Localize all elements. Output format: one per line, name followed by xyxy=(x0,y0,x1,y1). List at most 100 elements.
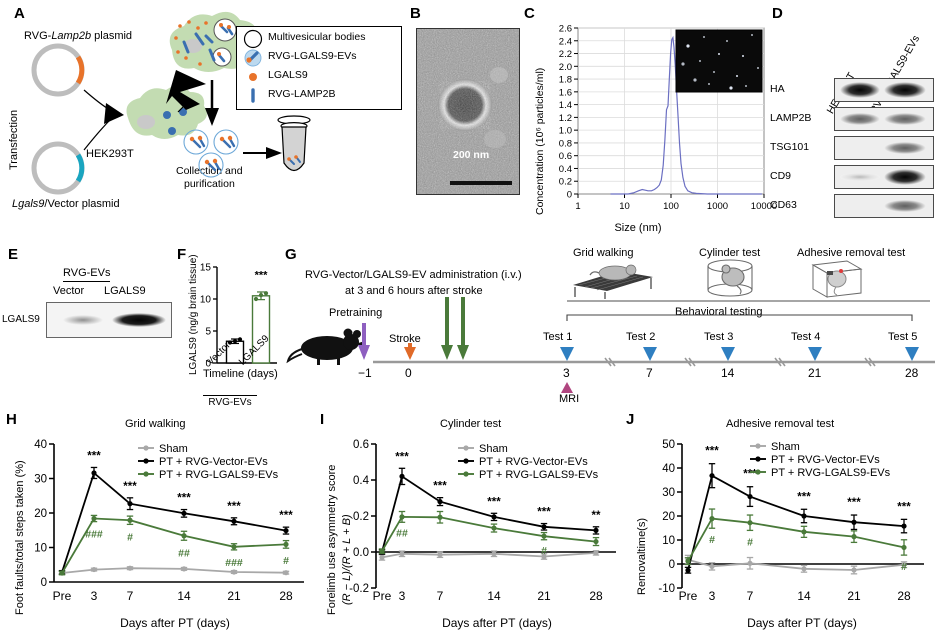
panel-j-xlabel: Days after PT (days) xyxy=(747,616,857,630)
panel-e: E RVG-EVs Vector LGALS9 LGALS9 xyxy=(0,245,175,410)
svg-text:7: 7 xyxy=(127,589,134,603)
data-point xyxy=(593,538,599,545)
data-point xyxy=(541,524,547,530)
tem-image: 200 nm xyxy=(416,28,520,195)
svg-text:28: 28 xyxy=(279,589,293,603)
data-point xyxy=(379,554,385,560)
svg-text:1000: 1000 xyxy=(707,201,728,212)
svg-text:Pre: Pre xyxy=(373,589,392,603)
lane-label-rvg-lgals9-evs: RVG-LGALS9-EVs xyxy=(867,33,923,117)
svg-text:***: *** xyxy=(177,493,191,505)
svg-text:0: 0 xyxy=(41,577,47,589)
panel-c: C Concentration (10⁶ particles/ml) 0 0.2 0… xyxy=(520,0,777,240)
timeline-label: Timeline (days) xyxy=(203,368,278,380)
svg-text:2.6: 2.6 xyxy=(559,24,572,35)
data-point xyxy=(283,541,289,547)
panel-g: G RVG-Vector/LGALS9-EV administration (i… xyxy=(203,245,938,410)
data-point xyxy=(593,527,599,533)
data-point xyxy=(231,569,237,575)
svg-text:#: # xyxy=(541,545,547,557)
blot-row-label-tsg101: TSG101 xyxy=(770,141,810,153)
svg-text:***: *** xyxy=(487,496,501,508)
svg-text:10: 10 xyxy=(619,201,630,212)
svg-text:PT + RVG-Vector-EVs: PT + RVG-Vector-EVs xyxy=(771,454,880,466)
mri-label: MRI xyxy=(559,393,580,405)
lgals9-vector-plasmid-icon xyxy=(31,141,85,195)
scalebar-label: 200 nm xyxy=(453,149,490,161)
svg-text:40: 40 xyxy=(34,439,47,451)
cylinder-apparatus-icon xyxy=(707,259,753,297)
pretraining-arrow-icon xyxy=(358,323,370,360)
svg-text:0.0: 0.0 xyxy=(353,547,369,559)
panel-f-group-label: RVG-EVs xyxy=(203,395,257,408)
blot-row-label-cd9: CD9 xyxy=(770,170,792,182)
svg-text:1.8: 1.8 xyxy=(559,75,572,86)
mouse-silhouette-icon xyxy=(286,328,365,365)
svg-text:Sham: Sham xyxy=(159,443,188,455)
svg-text:***: *** xyxy=(797,491,811,503)
svg-text:21: 21 xyxy=(847,589,861,603)
panel-j-title: Adhesive removal test xyxy=(726,418,835,430)
data-point xyxy=(399,514,405,520)
data-point xyxy=(127,501,133,507)
test-4-label: Test 4 xyxy=(791,331,821,343)
timepoint-0: 0 xyxy=(405,366,412,380)
timepoint-14: 14 xyxy=(721,366,735,380)
svg-text:***: *** xyxy=(279,510,293,522)
purification-label: purification xyxy=(184,178,235,190)
panel-j: J Adhesive removal test Removaltime(s) -… xyxy=(622,410,938,641)
svg-text:10: 10 xyxy=(200,295,212,306)
svg-text:20: 20 xyxy=(662,511,675,523)
svg-text:***: *** xyxy=(743,469,757,481)
panel-a-label: A xyxy=(14,5,25,22)
svg-text:0.6: 0.6 xyxy=(559,151,572,162)
data-point xyxy=(399,473,405,479)
svg-text:14: 14 xyxy=(177,589,191,603)
data-point xyxy=(541,533,547,539)
series-line xyxy=(687,474,905,571)
svg-text:0: 0 xyxy=(669,559,675,571)
data-point xyxy=(437,499,443,505)
svg-text:PT + RVG-LGALS9-EVs: PT + RVG-LGALS9-EVs xyxy=(771,467,891,479)
svg-text:50: 50 xyxy=(662,439,675,451)
data-point xyxy=(491,514,497,520)
data-point xyxy=(181,533,187,539)
blot-band-cd63 xyxy=(834,194,934,218)
data-point xyxy=(127,517,133,523)
legend-label-lamp2b: RVG-LAMP2B xyxy=(268,88,336,100)
panel-h: H Grid walking Foot faults/total steps t… xyxy=(0,410,315,641)
panel-e-lane-lgals9: LGALS9 xyxy=(104,285,146,297)
svg-text:0.4: 0.4 xyxy=(559,164,572,175)
series-line xyxy=(687,558,905,571)
svg-text:3: 3 xyxy=(399,589,406,603)
stroke-label: Stroke xyxy=(389,333,421,345)
svg-text:0.2: 0.2 xyxy=(353,511,369,523)
panel-j-label: J xyxy=(626,411,635,428)
data-point xyxy=(709,516,715,522)
data-point xyxy=(801,566,807,572)
data-point xyxy=(747,560,753,566)
svg-text:PT + RVG-Vector-EVs: PT + RVG-Vector-EVs xyxy=(479,456,588,468)
panel-i-title: Cylinder test xyxy=(440,418,502,430)
svg-text:0.6: 0.6 xyxy=(353,439,369,451)
ev-legend-icon xyxy=(244,49,262,67)
svg-text:100: 100 xyxy=(663,201,679,212)
data-point xyxy=(231,544,237,550)
data-point xyxy=(91,566,97,573)
svg-text:***: *** xyxy=(897,501,911,513)
blot-row-label-lamp2b: LAMP2B xyxy=(770,112,812,124)
panel-c-label: C xyxy=(524,5,535,22)
svg-text:Sham: Sham xyxy=(479,443,508,455)
svg-text:***: *** xyxy=(705,446,719,458)
svg-text:7: 7 xyxy=(747,589,754,603)
svg-text:15: 15 xyxy=(200,263,212,274)
svg-text:28: 28 xyxy=(589,589,603,603)
data-point xyxy=(437,552,443,558)
series-line xyxy=(381,515,597,552)
blot-band-lamp2b xyxy=(834,107,934,131)
svg-text:21: 21 xyxy=(227,589,241,603)
data-point xyxy=(127,565,133,571)
transfection-arrows-icon xyxy=(83,89,124,151)
data-point xyxy=(379,548,385,554)
